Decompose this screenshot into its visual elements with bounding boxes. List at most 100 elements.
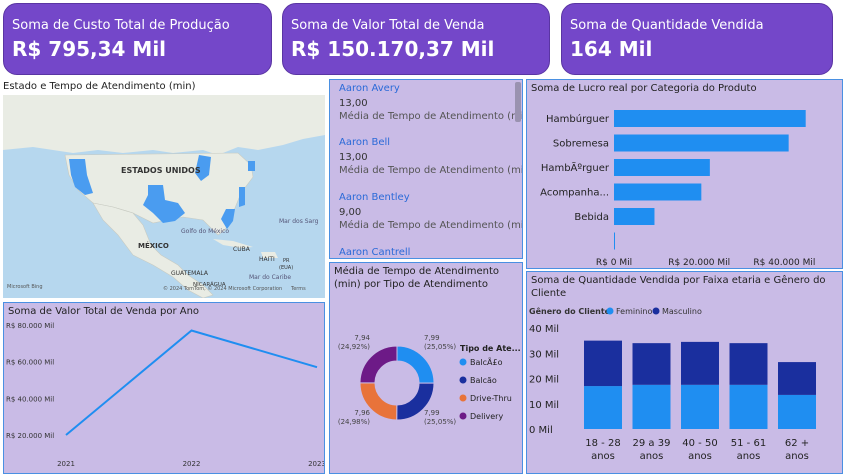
legend-marker — [459, 394, 467, 402]
map-label-usa: ESTADOS UNIDOS — [121, 166, 201, 175]
legend-marker — [606, 307, 614, 315]
x-tick-label-unit: anos — [640, 451, 664, 462]
legend-marker — [459, 358, 467, 366]
kpi-card-cost[interactable]: Soma de Custo Total de Produção R$ 795,3… — [3, 3, 272, 75]
y-tick-label: 10 Mil — [529, 400, 559, 411]
kpi-card-sales[interactable]: Soma de Valor Total de Venda R$ 150.170,… — [282, 3, 550, 75]
list-item[interactable]: Aaron Cantrell — [339, 247, 410, 258]
bar-segment — [632, 343, 671, 385]
x-tick-label: 2022 — [183, 460, 201, 468]
bar-segment — [778, 362, 816, 395]
map-title: Estado e Tempo de Atendimento (min) — [3, 81, 196, 92]
series-line — [65, 329, 318, 436]
list-item[interactable]: Aaron Bell 13,00 Média de Tempo de Atend… — [339, 137, 523, 176]
x-tick-label-unit: anos — [591, 451, 615, 462]
legend-marker — [459, 412, 467, 420]
map-label-pr-usa: (EUA) — [279, 265, 293, 271]
data-label-pct: (24,92%) — [338, 343, 370, 351]
attendant-value: 9,00 — [339, 207, 362, 218]
tick-label: R$ 20.000 Mil — [668, 258, 730, 268]
x-tick-label: 51 - 61 — [731, 438, 766, 449]
map-visual[interactable]: ESTADOS UNIDOS MÉXICO Golfo do México CU… — [3, 95, 325, 298]
map-label-sargasso: Mar dos Sarg — [279, 218, 319, 225]
data-label: 7,99 — [424, 409, 440, 417]
profit-by-category-panel[interactable]: Soma de Lucro real por Categoria do Prod… — [526, 79, 843, 269]
data-label-pct: (25,05%) — [424, 418, 456, 426]
attendant-value: 13,00 — [339, 98, 368, 109]
map-label-mexico: MÉXICO — [138, 241, 169, 250]
category-label: Bebida — [574, 212, 609, 223]
attendant-metric-label: Média de Tempo de Atendimento (mi... — [339, 165, 523, 176]
x-tick-label: 62 + — [785, 438, 809, 449]
legend-label: Masculino — [662, 307, 702, 316]
bar — [614, 208, 655, 225]
legend-label: Drive-Thru — [470, 394, 512, 403]
y-tick-label: 30 Mil — [529, 349, 559, 360]
kpi-label: Soma de Quantidade Vendida — [570, 18, 764, 33]
profit-by-category-chart: Hambúrguer Sobremesa HambÃºrguer Acompanha.… — [540, 110, 815, 268]
attendant-name: Aaron Cantrell — [339, 247, 411, 258]
bar — [614, 159, 710, 176]
map-copyright: © 2024 TomTom, © 2024 Microsoft Corporat… — [163, 285, 282, 292]
y-tick-label: R$ 80.000 Mil — [6, 322, 54, 330]
list-item[interactable]: Aaron Avery 13,00 Média de Tempo de Aten… — [339, 83, 523, 122]
legend-label: BalcÃ£o — [470, 357, 503, 367]
legend-label: Feminino — [616, 307, 652, 316]
tick-label: R$ 40.000 Mil — [753, 258, 815, 268]
y-tick-label: R$ 60.000 Mil — [6, 359, 54, 367]
map-brand-label: Microsoft Bing — [7, 284, 43, 290]
sales-by-year-panel[interactable]: Soma de Valor Total de Venda por Ano R$ … — [3, 302, 325, 474]
bar-segment — [681, 384, 719, 429]
attendant-name: Aaron Bentley — [339, 192, 410, 203]
attendant-name: Aaron Bell — [339, 137, 391, 148]
category-label: Acompanha... — [540, 188, 609, 199]
attendant-list-panel[interactable]: Aaron Avery 13,00 Média de Tempo de Aten… — [329, 79, 523, 259]
list-scrollbar[interactable] — [515, 82, 521, 122]
data-label-pct: (25,05%) — [424, 343, 456, 351]
map-label-nicaragua: NICARÁGUA — [193, 281, 226, 288]
bar-segment — [632, 384, 671, 429]
y-tick-label: R$ 40.000 Mil — [6, 395, 54, 403]
bar-segment — [729, 384, 768, 429]
kpi-value: R$ 150.170,37 Mil — [291, 37, 495, 61]
map-label-guatemala: GUATEMALA — [171, 270, 209, 277]
kpi-value: R$ 795,34 Mil — [12, 37, 167, 61]
chart-title: Soma de Lucro real por Categoria do Prod… — [531, 83, 757, 94]
y-tick-label: R$ 20.000 Mil — [6, 432, 54, 440]
bar-segment — [584, 340, 622, 387]
bar — [614, 134, 789, 152]
service-type-panel[interactable]: Média de Tempo de Atendimento (min) por … — [329, 262, 523, 474]
bar — [614, 232, 615, 250]
chart-title: Soma de Quantidade Vendida por Faixa eta… — [531, 275, 826, 299]
list-item[interactable]: Aaron Bentley 9,00 Média de Tempo de Ate… — [339, 192, 523, 231]
quantity-by-age-panel[interactable]: Soma de Quantidade Vendida por Faixa eta… — [526, 271, 843, 474]
category-label: Hambúrguer — [546, 113, 610, 125]
kpi-label: Soma de Custo Total de Produção — [12, 18, 230, 33]
chart-title: Média de Tempo de Atendimento (min) por … — [334, 266, 499, 290]
map-label-cuba: CUBA — [233, 246, 251, 253]
map-terms-link[interactable]: Terms — [290, 286, 306, 292]
legend-marker — [652, 307, 660, 315]
map-label-haiti: HAITI — [259, 256, 275, 263]
attendant-name: Aaron Avery — [339, 83, 400, 94]
data-label: 7,96 — [354, 409, 370, 417]
attendant-metric-label: Média de Tempo de Atendimento (mi... — [339, 111, 523, 122]
legend-label: Balcão — [470, 376, 497, 385]
kpi-label: Soma de Valor Total de Venda — [291, 18, 485, 33]
donut-slice — [396, 345, 435, 384]
data-label-pct: (24,98%) — [338, 418, 370, 426]
x-tick-label: 2021 — [57, 460, 75, 468]
attendant-metric-label: Média de Tempo de Atendimento (mi... — [339, 220, 523, 231]
bar — [614, 110, 806, 127]
x-tick-label-unit: anos — [737, 451, 761, 462]
bar-segment — [681, 341, 719, 385]
y-tick-label: 40 Mil — [529, 324, 559, 335]
chart-title: Soma de Valor Total de Venda por Ano — [8, 306, 200, 317]
kpi-card-quantity[interactable]: Soma de Quantidade Vendida 164 Mil — [561, 3, 833, 75]
legend-marker — [459, 376, 467, 384]
map-label-caribbean: Mar do Caribe — [249, 274, 291, 281]
kpi-value: 164 Mil — [570, 37, 653, 61]
map-label-pr: PR — [283, 258, 290, 264]
sales-by-year-chart: R$ 20.000 Mil R$ 40.000 Mil R$ 60.000 Mil R… — [6, 322, 324, 468]
